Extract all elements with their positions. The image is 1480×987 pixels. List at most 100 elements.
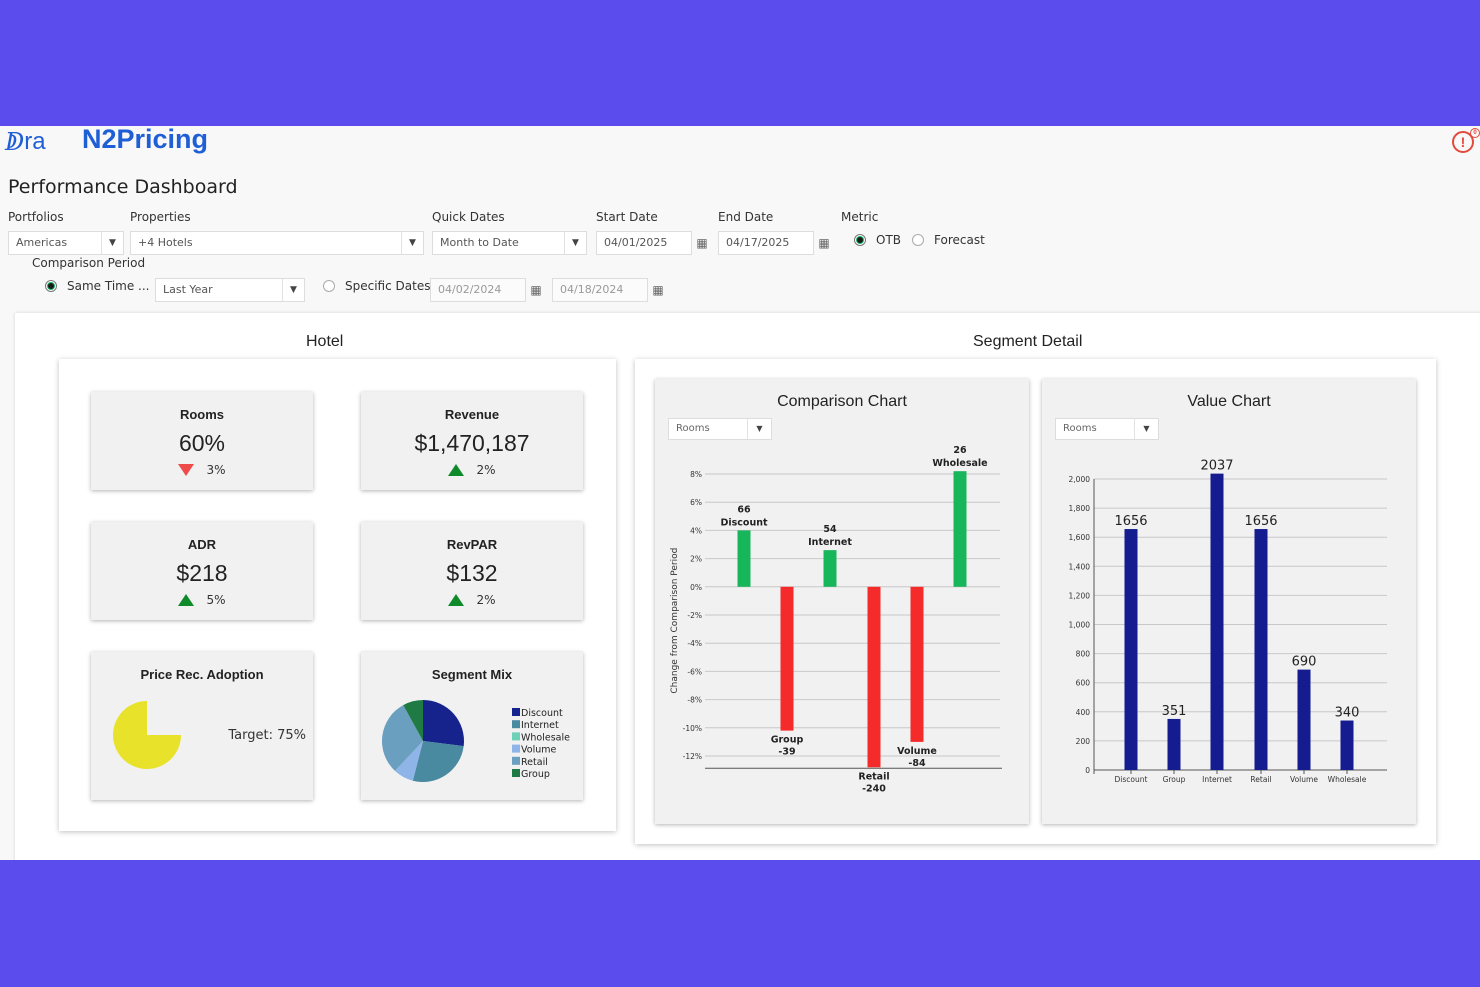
kpi-rooms-value: 60% (178, 430, 226, 456)
specific-end-input[interactable]: 04/18/2024 ▦ (552, 278, 664, 302)
price-rec-adoption-card[interactable]: Price Rec. Adoption Target: 75% (91, 652, 313, 800)
company-logo[interactable]: ↁ ra (5, 128, 46, 156)
value-y-tick: 1,800 (1069, 504, 1091, 513)
value-x-tick: Retail (1250, 775, 1271, 784)
specific-start-input[interactable]: 04/02/2024 ▦ (430, 278, 542, 302)
same-time-label[interactable]: Same Time ... (67, 279, 150, 293)
kpi-rooms[interactable]: Rooms 60% 3% (91, 392, 313, 490)
kpi-rooms-delta: 3% (206, 463, 226, 477)
value-y-tick: 1,400 (1069, 562, 1091, 571)
kpi-revenue[interactable]: Revenue $1,470,187 2% (361, 392, 583, 490)
kpi-revpar[interactable]: RevPAR $132 2% (361, 522, 583, 620)
value-bar-label: 690 (1292, 655, 1317, 670)
value-x-tick: Volume (1290, 775, 1318, 784)
comparison-y-tick: -4% (687, 639, 702, 648)
metric-label: Metric (841, 210, 879, 224)
value-metric-select[interactable]: Rooms ▼ (1055, 418, 1159, 440)
start-date-input[interactable]: 04/01/2025 ▦ (596, 231, 708, 255)
properties-label: Properties (130, 210, 191, 224)
value-bar-internet[interactable] (1210, 473, 1224, 770)
calendar-icon[interactable]: ▦ (652, 283, 664, 297)
value-bar-label: 2037 (1200, 459, 1233, 474)
legend-label-volume: Volume (521, 745, 556, 756)
chevron-down-icon[interactable]: ▼ (747, 419, 771, 439)
adoption-pie-slice (113, 701, 181, 769)
comparison-bar-name: Wholesale (932, 458, 987, 469)
comparison-bar-volume[interactable] (910, 586, 924, 742)
value-chart-title: Value Chart (1187, 393, 1271, 410)
comparison-bar-name: Internet (808, 537, 852, 548)
down-arrow-icon (178, 464, 195, 476)
value-bar-discount[interactable] (1124, 529, 1138, 770)
comparison-bar-wholesale[interactable] (953, 471, 967, 587)
properties-select[interactable]: +4 Hotels ▼ (130, 231, 424, 255)
start-date-value: 04/01/2025 (604, 236, 668, 249)
end-date-input[interactable]: 04/17/2025 ▦ (718, 231, 830, 255)
comparison-bar-internet[interactable] (823, 550, 837, 587)
portfolios-select[interactable]: Americas ▼ (8, 231, 124, 255)
value-bar-volume[interactable] (1297, 669, 1311, 770)
up-arrow-icon (178, 594, 195, 606)
kpi-adr[interactable]: ADR $218 5% (91, 522, 313, 620)
segment-mix-slice-volume (394, 741, 423, 781)
comparison-bar-value: -39 (778, 747, 795, 758)
quick-dates-select[interactable]: Month to Date ▼ (432, 231, 587, 255)
chevron-down-icon[interactable]: ▼ (1134, 419, 1158, 439)
product-name[interactable]: N2Pricing (82, 126, 209, 154)
chevron-down-icon[interactable]: ▼ (282, 279, 304, 301)
segment-detail-card: Comparison Chart Rooms ▼ 8% 6% 4% 2% 0% -2% -4… (635, 359, 1436, 844)
start-date-label: Start Date (596, 210, 658, 224)
up-arrow-icon (448, 594, 465, 606)
value-bar-chart: 2,000 1,800 1,600 1,400 1,200 1,000 800 600 400 2… (1069, 459, 1387, 784)
hotel-card: Rooms 60% 3% Revenue $1,470,187 2% ADR $… (59, 359, 616, 831)
metric-otb-label[interactable]: OTB (876, 233, 902, 247)
chevron-down-icon[interactable]: ▼ (564, 232, 586, 254)
segment-mix-card[interactable]: Segment Mix Discount Internet Wholesale Vol… (361, 652, 583, 800)
adoption-target-label: Target: 75% (227, 728, 306, 743)
value-bar-wholesale[interactable] (1340, 720, 1354, 770)
value-x-tick: Wholesale (1328, 775, 1367, 784)
calendar-icon[interactable]: ▦ (818, 236, 830, 250)
adoption-title: Price Rec. Adoption (140, 667, 264, 682)
chevron-down-icon[interactable]: ▼ (101, 232, 123, 254)
comparison-y-tick: -6% (687, 667, 702, 676)
comparison-y-tick: -10% (683, 724, 702, 733)
metric-otb-radio[interactable] (854, 234, 866, 246)
metric-forecast-radio[interactable] (912, 234, 924, 246)
comparison-y-tick: 2% (690, 555, 702, 564)
segment-mix-slice-retail (382, 705, 423, 771)
hotel-section-title: Hotel (306, 333, 344, 350)
comparison-metric-select[interactable]: Rooms ▼ (668, 418, 772, 440)
value-bar-retail[interactable] (1254, 529, 1268, 770)
metric-forecast-label[interactable]: Forecast (934, 233, 985, 247)
comparison-bar-value: -84 (908, 758, 926, 769)
segment-mix-title: Segment Mix (431, 667, 513, 682)
calendar-icon[interactable]: ▦ (530, 283, 542, 297)
value-y-tick: 400 (1076, 708, 1091, 717)
kpi-revpar-value: $132 (446, 560, 498, 586)
comparison-bar-name: Group (771, 735, 804, 746)
specific-start-value: 04/02/2024 (438, 283, 502, 296)
quick-dates-label: Quick Dates (432, 210, 505, 224)
comparison-bar-discount[interactable] (737, 530, 751, 587)
alert-symbol: ! (1460, 134, 1466, 150)
portfolios-value: Americas (16, 236, 68, 249)
comparison-y-tick: 4% (690, 526, 702, 535)
same-time-select[interactable]: Last Year ▼ (155, 278, 305, 302)
page-title: Performance Dashboard (8, 176, 238, 198)
chevron-down-icon[interactable]: ▼ (401, 232, 423, 254)
comparison-bar-retail[interactable] (867, 586, 881, 768)
legend-label-discount: Discount (521, 708, 563, 719)
comparison-y-axis-label: Change from Comparison Period (670, 548, 680, 694)
kpi-adr-value: $218 (176, 560, 228, 586)
alert-icon[interactable]: ! 0 (1452, 128, 1480, 153)
specific-dates-label[interactable]: Specific Dates (345, 279, 431, 293)
calendar-icon[interactable]: ▦ (696, 236, 708, 250)
same-time-radio[interactable] (45, 280, 57, 292)
legend-swatch-wholesale (512, 732, 520, 741)
specific-dates-radio[interactable] (323, 280, 335, 292)
comparison-bar-group[interactable] (780, 586, 794, 731)
value-metric-value: Rooms (1063, 423, 1097, 434)
value-bar-group[interactable] (1167, 718, 1181, 770)
segment-mix-slice-internet (412, 741, 464, 782)
